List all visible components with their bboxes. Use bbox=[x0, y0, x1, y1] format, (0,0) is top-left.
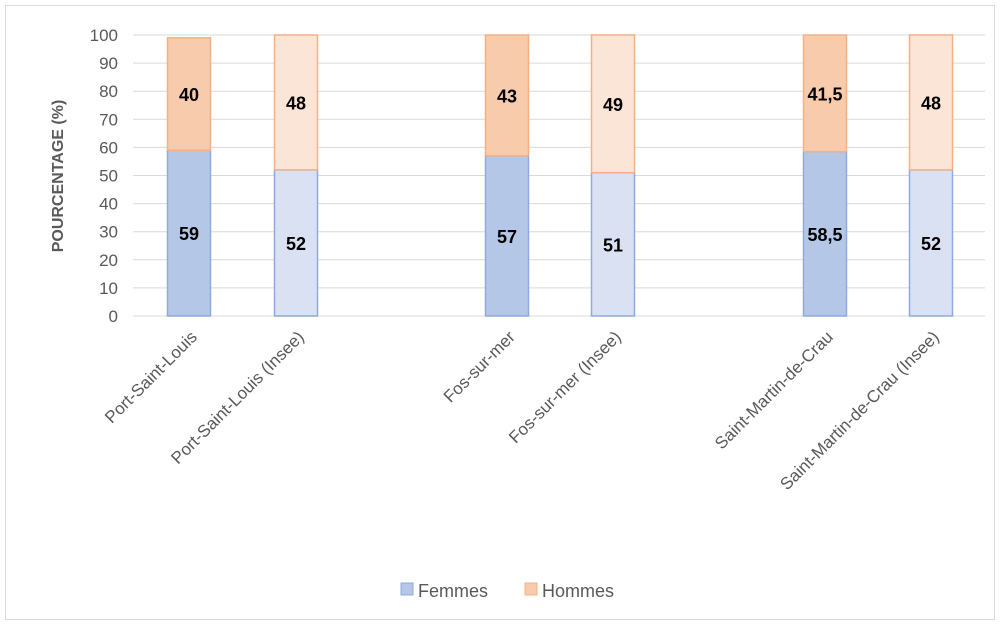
data-label: 43 bbox=[497, 86, 517, 106]
x-category-label: Port-Saint-Louis bbox=[101, 327, 201, 427]
y-tick-label: 70 bbox=[99, 110, 118, 129]
y-tick-label: 50 bbox=[99, 167, 118, 186]
x-category-label: Fos-sur-mer (Insee) bbox=[505, 327, 625, 447]
data-label: 58,5 bbox=[807, 225, 842, 245]
bar-hommes-5 bbox=[908, 34, 954, 171]
y-axis-label: POURCENTAGE (%) bbox=[50, 100, 67, 253]
y-tick-label: 90 bbox=[99, 54, 118, 73]
y-axis-ticks: 0 10 20 30 40 50 60 70 80 90 100 bbox=[90, 26, 118, 326]
y-tick-label: 0 bbox=[109, 307, 118, 326]
x-category-label: Fos-sur-mer bbox=[440, 327, 519, 406]
y-tick-label: 10 bbox=[99, 279, 118, 298]
bar-hommes-0 bbox=[166, 37, 212, 151]
data-label: 52 bbox=[286, 234, 306, 254]
bar-femmes-0 bbox=[166, 149, 212, 317]
bar-hommes-3 bbox=[590, 34, 636, 174]
bar-hommes-1 bbox=[273, 34, 319, 171]
bar-hommes-2 bbox=[484, 34, 530, 157]
y-tick-label: 100 bbox=[90, 26, 118, 45]
legend: Femmes Hommes bbox=[400, 581, 614, 601]
data-labels: 59 40 52 48 57 43 51 49 58,5 41,5 52 48 bbox=[179, 84, 941, 255]
bar-femmes-5 bbox=[908, 169, 954, 317]
data-label: 41,5 bbox=[807, 84, 842, 104]
x-category-label: Saint-Martin-de-Crau bbox=[711, 327, 837, 453]
data-label: 51 bbox=[603, 235, 623, 255]
data-label: 48 bbox=[286, 93, 306, 113]
bar-femmes-4 bbox=[802, 150, 848, 317]
bar-hommes-4 bbox=[802, 34, 848, 153]
bar-femmes-1 bbox=[273, 169, 319, 317]
data-label: 59 bbox=[179, 224, 199, 244]
y-tick-label: 80 bbox=[99, 82, 118, 101]
data-label: 57 bbox=[497, 227, 517, 247]
data-label: 52 bbox=[921, 234, 941, 254]
legend-label-femmes: Femmes bbox=[418, 581, 488, 601]
legend-label-hommes: Hommes bbox=[542, 581, 614, 601]
gridlines bbox=[133, 34, 985, 317]
data-label: 49 bbox=[603, 95, 623, 115]
y-tick-label: 30 bbox=[99, 223, 118, 242]
y-tick-label: 40 bbox=[99, 195, 118, 214]
legend-swatch-hommes bbox=[524, 582, 538, 596]
legend-swatch-femmes bbox=[400, 582, 414, 596]
bars bbox=[166, 34, 954, 317]
data-label: 40 bbox=[179, 85, 199, 105]
y-tick-label: 20 bbox=[99, 251, 118, 270]
data-label: 48 bbox=[921, 93, 941, 113]
y-tick-label: 60 bbox=[99, 138, 118, 157]
